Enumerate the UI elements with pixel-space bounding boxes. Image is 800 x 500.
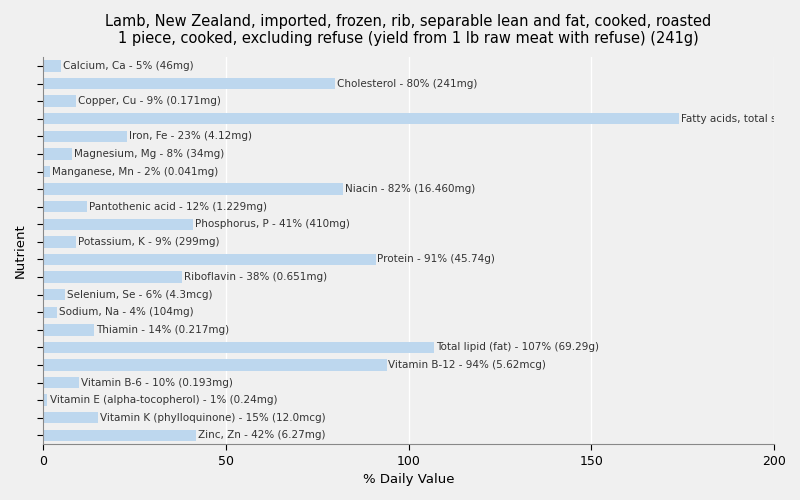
Bar bbox=[43, 78, 335, 90]
Bar bbox=[43, 201, 86, 212]
Bar bbox=[43, 218, 193, 230]
Text: Manganese, Mn - 2% (0.041mg): Manganese, Mn - 2% (0.041mg) bbox=[52, 166, 218, 176]
Text: Calcium, Ca - 5% (46mg): Calcium, Ca - 5% (46mg) bbox=[63, 61, 194, 71]
Text: Thiamin - 14% (0.217mg): Thiamin - 14% (0.217mg) bbox=[96, 325, 229, 335]
Text: Riboflavin - 38% (0.651mg): Riboflavin - 38% (0.651mg) bbox=[184, 272, 326, 282]
Text: Iron, Fe - 23% (4.12mg): Iron, Fe - 23% (4.12mg) bbox=[129, 132, 252, 141]
Text: Pantothenic acid - 12% (1.229mg): Pantothenic acid - 12% (1.229mg) bbox=[89, 202, 266, 211]
Bar bbox=[43, 148, 72, 160]
Text: Cholesterol - 80% (241mg): Cholesterol - 80% (241mg) bbox=[338, 78, 478, 88]
Text: Fatty acids, total saturated - 174% (34.824g): Fatty acids, total saturated - 174% (34.… bbox=[681, 114, 800, 124]
Bar bbox=[43, 272, 182, 283]
Text: Zinc, Zn - 42% (6.27mg): Zinc, Zn - 42% (6.27mg) bbox=[198, 430, 326, 440]
Bar bbox=[43, 60, 61, 72]
X-axis label: % Daily Value: % Daily Value bbox=[362, 473, 454, 486]
Bar bbox=[43, 377, 79, 388]
Text: Vitamin B-12 - 94% (5.62mcg): Vitamin B-12 - 94% (5.62mcg) bbox=[389, 360, 546, 370]
Bar bbox=[43, 342, 434, 353]
Text: Niacin - 82% (16.460mg): Niacin - 82% (16.460mg) bbox=[345, 184, 474, 194]
Bar bbox=[43, 360, 386, 370]
Y-axis label: Nutrient: Nutrient bbox=[14, 224, 27, 278]
Text: Magnesium, Mg - 8% (34mg): Magnesium, Mg - 8% (34mg) bbox=[74, 149, 224, 159]
Text: Sodium, Na - 4% (104mg): Sodium, Na - 4% (104mg) bbox=[59, 307, 194, 317]
Text: Total lipid (fat) - 107% (69.29g): Total lipid (fat) - 107% (69.29g) bbox=[436, 342, 599, 352]
Text: Protein - 91% (45.74g): Protein - 91% (45.74g) bbox=[378, 254, 495, 264]
Bar bbox=[43, 394, 46, 406]
Bar bbox=[43, 236, 76, 248]
Bar bbox=[43, 430, 197, 441]
Text: Phosphorus, P - 41% (410mg): Phosphorus, P - 41% (410mg) bbox=[194, 220, 350, 230]
Bar bbox=[43, 412, 98, 424]
Bar bbox=[43, 113, 679, 124]
Text: Vitamin K (phylloquinone) - 15% (12.0mcg): Vitamin K (phylloquinone) - 15% (12.0mcg… bbox=[99, 413, 325, 423]
Text: Vitamin B-6 - 10% (0.193mg): Vitamin B-6 - 10% (0.193mg) bbox=[82, 378, 233, 388]
Title: Lamb, New Zealand, imported, frozen, rib, separable lean and fat, cooked, roaste: Lamb, New Zealand, imported, frozen, rib… bbox=[106, 14, 712, 46]
Text: Vitamin E (alpha-tocopherol) - 1% (0.24mg): Vitamin E (alpha-tocopherol) - 1% (0.24m… bbox=[50, 395, 278, 405]
Text: Potassium, K - 9% (299mg): Potassium, K - 9% (299mg) bbox=[78, 237, 219, 247]
Text: Copper, Cu - 9% (0.171mg): Copper, Cu - 9% (0.171mg) bbox=[78, 96, 221, 106]
Bar bbox=[43, 254, 376, 265]
Bar bbox=[43, 96, 76, 107]
Text: Selenium, Se - 6% (4.3mcg): Selenium, Se - 6% (4.3mcg) bbox=[66, 290, 212, 300]
Bar bbox=[43, 324, 94, 336]
Bar bbox=[43, 184, 342, 195]
Bar bbox=[43, 306, 58, 318]
Bar bbox=[43, 289, 65, 300]
Bar bbox=[43, 130, 127, 142]
Bar bbox=[43, 166, 50, 177]
